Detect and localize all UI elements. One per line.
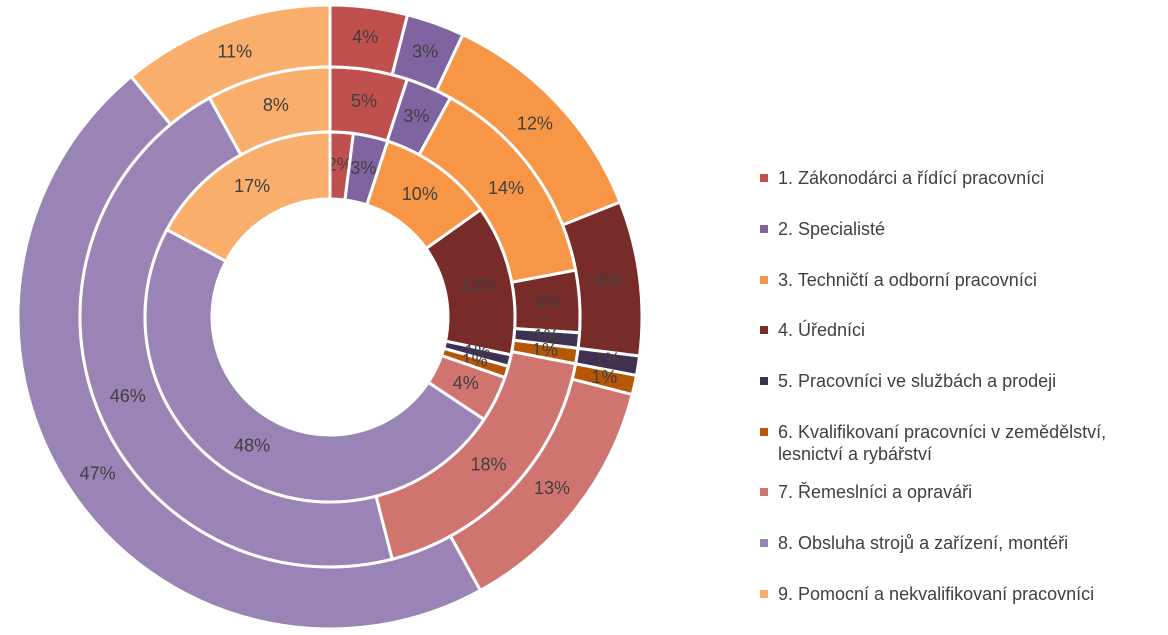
legend-label: 6. Kvalifikovaní pracovníci v zemědělstv…	[778, 422, 1107, 464]
slice-label: 4%	[534, 292, 560, 312]
legend-swatch	[760, 225, 768, 233]
legend-label: 3. Techničtí a odborní pracovníci	[778, 270, 1037, 290]
legend-entry: 7. Řemeslníci a opraváři	[760, 481, 1160, 503]
legend-swatch	[760, 377, 768, 385]
legend-swatch	[760, 428, 768, 436]
legend-swatch	[760, 276, 768, 284]
legend-label: 8. Obsluha strojů a zařízení, montéři	[778, 533, 1069, 553]
slice	[164, 130, 332, 264]
slice-label: 4%	[352, 27, 378, 47]
donut-area: 4%3%12%8%1%1%13%47%11%5%3%14%4%1%1%18%46…	[16, 3, 644, 631]
legend-entry: 2. Specialisté	[760, 218, 1160, 240]
legend-entry: 4. Úředníci	[760, 319, 1160, 341]
legend-swatch	[760, 174, 768, 182]
legend-swatch	[760, 488, 768, 496]
slice-label: 3%	[350, 158, 376, 178]
legend-label: 4. Úředníci	[778, 320, 866, 340]
slice-label: 4%	[453, 373, 479, 393]
legend-entry: 9. Pomocní a nekvalifikovaní pracovníci	[760, 583, 1160, 605]
legend-label: 5. Pracovníci ve službách a prodeji	[778, 371, 1057, 391]
slice-label: 13%	[460, 275, 496, 295]
slice-label: 5%	[351, 91, 377, 111]
slice-label: 11%	[217, 41, 252, 61]
slice-label: 46%	[110, 386, 146, 406]
slice-label: 47%	[80, 464, 116, 484]
slice	[143, 227, 487, 504]
slice-label: 3%	[412, 41, 438, 61]
legend-entry: 6. Kvalifikovaní pracovníci v zemědělstv…	[760, 421, 1160, 465]
slice-label: 1%	[595, 350, 621, 370]
slice-label: 8%	[596, 271, 622, 291]
slice-label: 8%	[263, 95, 289, 115]
legend-swatch	[760, 590, 768, 598]
legend-entry: 3. Techničtí a odborní pracovníci	[760, 269, 1160, 291]
legend-entry: 1. Zákonodárci a řídící pracovníci	[760, 167, 1160, 189]
legend-label: 9. Pomocní a nekvalifikovaní pracovníci	[778, 584, 1095, 604]
legend-swatch	[760, 539, 768, 547]
slice-label: 1%	[591, 367, 617, 387]
slice-label: 2%	[327, 155, 353, 175]
legend-swatch	[760, 326, 768, 334]
slice-label: 14%	[488, 178, 524, 198]
slice-label: 1%	[532, 340, 558, 360]
slice-label: 18%	[471, 455, 507, 475]
slice-label: 48%	[234, 436, 270, 456]
legend-label: 1. Zákonodárci a řídící pracovníci	[778, 168, 1045, 188]
slice-label: 3%	[403, 106, 429, 126]
slice-label: 12%	[517, 113, 553, 133]
slice-label: 1%	[534, 326, 560, 346]
legend-label: 7. Řemeslníci a opraváři	[778, 482, 973, 502]
legend-entry: 5. Pracovníci ve službách a prodeji	[760, 370, 1160, 392]
legend-label: 2. Specialisté	[778, 219, 886, 239]
slice-label: 10%	[402, 184, 438, 204]
legend-entry: 8. Obsluha strojů a zařízení, montéři	[760, 532, 1160, 554]
slice-label: 17%	[234, 176, 270, 196]
slice-label: 13%	[534, 478, 570, 498]
